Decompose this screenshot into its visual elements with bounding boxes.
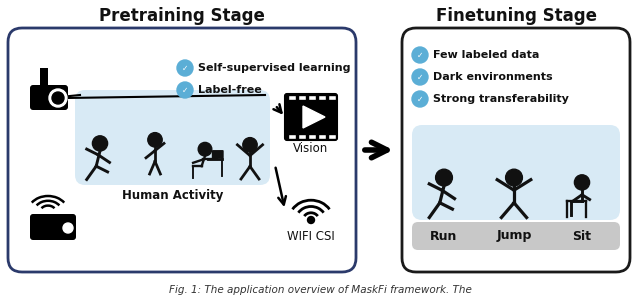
Circle shape (412, 91, 428, 107)
Text: ✓: ✓ (417, 73, 423, 82)
FancyBboxPatch shape (412, 222, 620, 250)
Circle shape (92, 136, 108, 151)
Circle shape (177, 82, 193, 98)
Text: ✓: ✓ (417, 94, 423, 103)
FancyBboxPatch shape (286, 101, 336, 133)
Circle shape (49, 89, 67, 107)
Circle shape (307, 217, 314, 224)
Circle shape (148, 133, 162, 147)
FancyBboxPatch shape (328, 95, 336, 100)
Circle shape (575, 175, 589, 190)
FancyBboxPatch shape (328, 134, 336, 139)
FancyBboxPatch shape (412, 125, 620, 220)
FancyBboxPatch shape (402, 28, 630, 272)
Text: ✓: ✓ (182, 85, 188, 94)
Text: Pretraining Stage: Pretraining Stage (99, 7, 265, 25)
Circle shape (177, 60, 193, 76)
Text: ✓: ✓ (182, 64, 188, 73)
Text: Vision: Vision (293, 142, 328, 154)
FancyBboxPatch shape (288, 134, 296, 139)
Text: Self-supervised learning: Self-supervised learning (198, 63, 351, 73)
FancyBboxPatch shape (285, 133, 337, 140)
Text: Run: Run (430, 230, 458, 242)
Text: Human Activity: Human Activity (122, 188, 223, 202)
Text: Fig. 1: The application overview of MaskFi framework. The: Fig. 1: The application overview of Mask… (168, 285, 472, 295)
FancyBboxPatch shape (212, 150, 224, 158)
Text: Few labeled data: Few labeled data (433, 50, 540, 60)
Text: Jump: Jump (496, 230, 532, 242)
FancyBboxPatch shape (75, 90, 270, 185)
Circle shape (506, 169, 522, 186)
FancyBboxPatch shape (288, 95, 296, 100)
FancyBboxPatch shape (318, 95, 326, 100)
Text: Sit: Sit (573, 230, 591, 242)
Text: Strong transferability: Strong transferability (433, 94, 569, 104)
FancyBboxPatch shape (40, 68, 48, 86)
FancyBboxPatch shape (298, 134, 306, 139)
Text: WIFI CSI: WIFI CSI (287, 230, 335, 244)
FancyBboxPatch shape (298, 95, 306, 100)
Text: Label-free: Label-free (198, 85, 262, 95)
FancyBboxPatch shape (308, 95, 316, 100)
Text: Finetuning Stage: Finetuning Stage (435, 7, 596, 25)
Circle shape (198, 142, 212, 156)
Text: Dark environments: Dark environments (433, 72, 552, 82)
Circle shape (412, 47, 428, 63)
Text: ✓: ✓ (417, 50, 423, 59)
FancyBboxPatch shape (285, 94, 337, 140)
Circle shape (243, 138, 257, 152)
Circle shape (436, 169, 452, 186)
FancyBboxPatch shape (285, 94, 337, 101)
Polygon shape (303, 106, 325, 128)
FancyBboxPatch shape (8, 28, 356, 272)
FancyBboxPatch shape (318, 134, 326, 139)
Circle shape (52, 92, 64, 104)
Circle shape (63, 223, 73, 233)
FancyBboxPatch shape (30, 214, 76, 240)
Circle shape (412, 69, 428, 85)
FancyBboxPatch shape (30, 85, 68, 110)
FancyBboxPatch shape (308, 134, 316, 139)
